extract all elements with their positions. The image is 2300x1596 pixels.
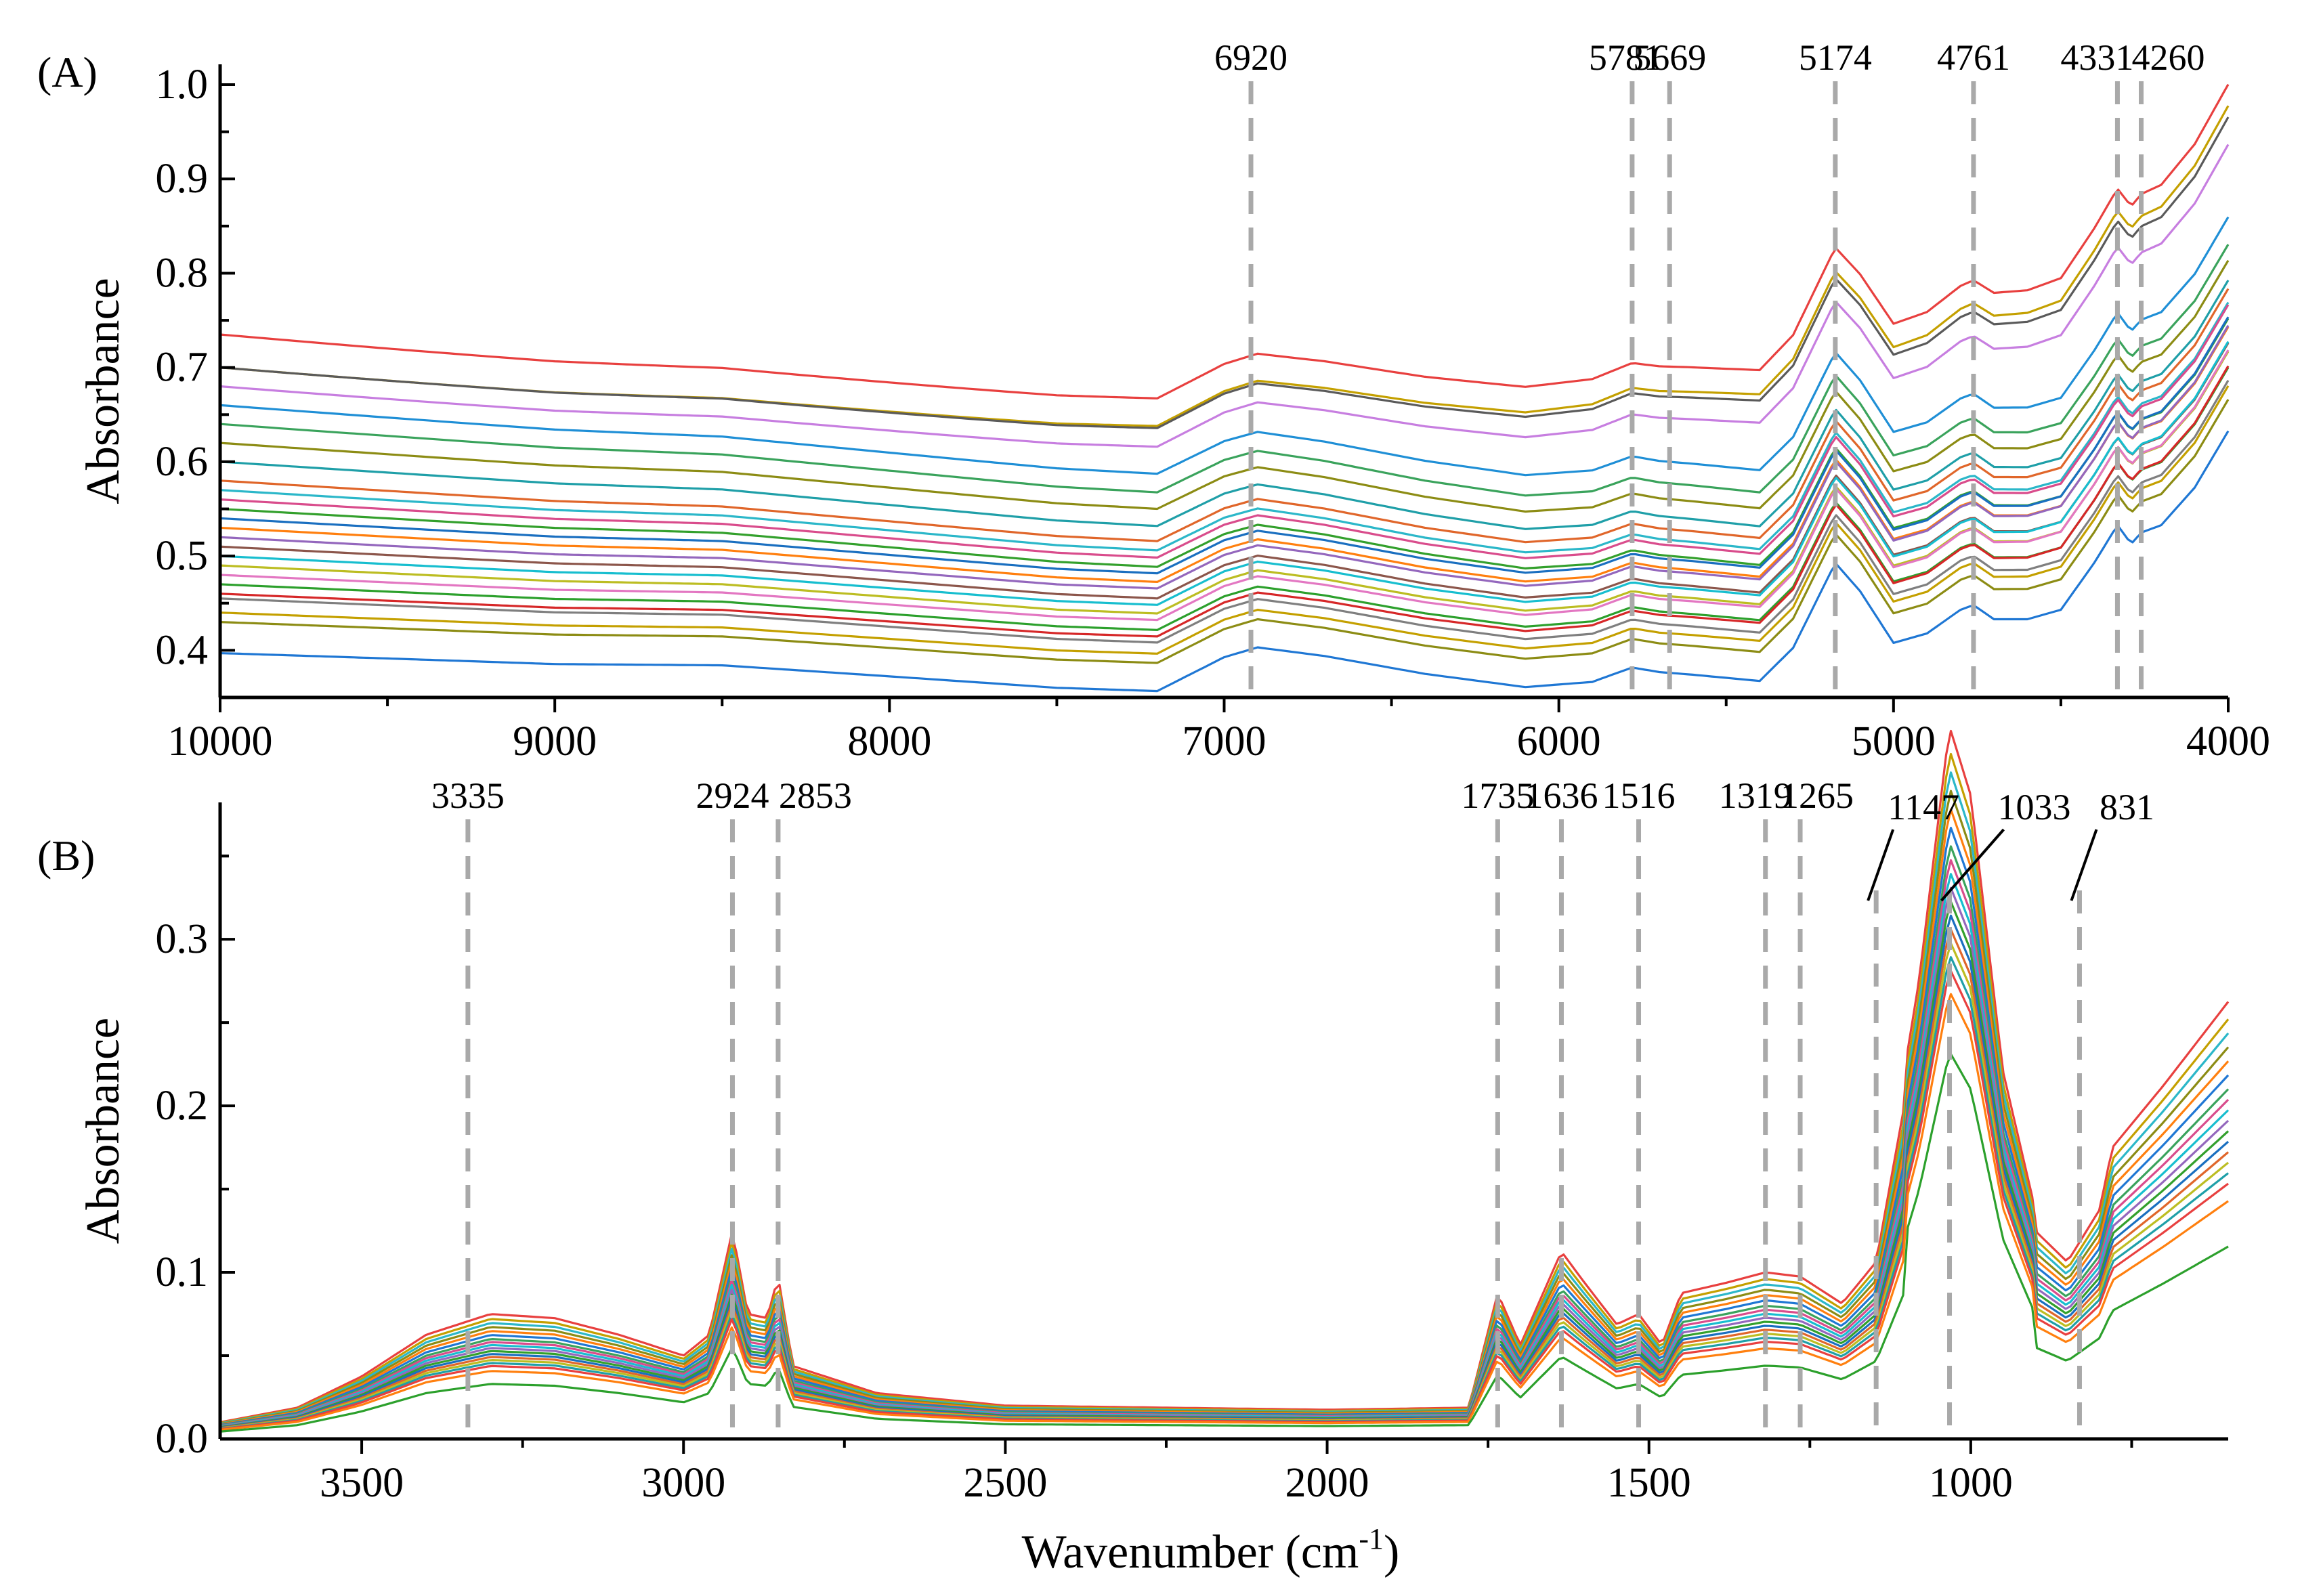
- spectrum-line-s5: [219, 808, 2230, 1426]
- y-tick-label: 0.7: [156, 345, 209, 391]
- y-tick-label: 0.2: [156, 1083, 209, 1129]
- band-label: 5669: [1633, 37, 1706, 78]
- spectrum-line-s24: [219, 399, 2230, 664]
- band-label: 4260: [2132, 37, 2205, 78]
- x-tick-label: 3500: [320, 1460, 404, 1506]
- spectrum-line-s8: [219, 280, 2230, 530]
- y-tick-label: 0.3: [156, 916, 209, 962]
- band-label: 6920: [1214, 37, 1287, 78]
- spectrum-line-s15: [219, 324, 2230, 590]
- band-label: 5174: [1799, 37, 1872, 78]
- x-tick-label: 5000: [1852, 718, 1936, 764]
- spectrum-line-s19: [219, 349, 2230, 622]
- y-tick-label: 0.9: [156, 156, 209, 202]
- x-tick-label: 10000: [168, 718, 273, 764]
- x-tick-label: 2000: [1285, 1460, 1369, 1506]
- spectra-series: [219, 83, 2230, 693]
- spectrum-line-s6: [219, 244, 2230, 497]
- spectrum-line-min: [219, 1053, 2229, 1433]
- spectrum-line-s13: [219, 316, 2230, 575]
- spectrum-line-s16: [219, 342, 2230, 600]
- band-label: 1033: [1998, 787, 2071, 827]
- x-tick-label: 3000: [641, 1460, 725, 1506]
- spectrum-line-s5: [219, 216, 2230, 477]
- panel-tag: (B): [37, 832, 95, 880]
- y-axis-label: Absorbance: [77, 1018, 129, 1244]
- x-tick-label: 9000: [513, 718, 597, 764]
- x-axis-label: Wavenumber (cm-1): [1022, 1522, 1400, 1578]
- y-tick-label: 0.1: [156, 1249, 209, 1295]
- spectrum-line-s17: [219, 341, 2230, 606]
- spectrum-line-max: [219, 729, 2230, 1423]
- spectrum-line-s10: [219, 301, 2230, 554]
- x-tick-label: 7000: [1183, 718, 1266, 764]
- x-tick-label: 1000: [1929, 1460, 2013, 1506]
- spectrum-line-s16: [219, 970, 2229, 1431]
- y-axis-label: Absorbance: [77, 278, 129, 504]
- x-tick-label: 8000: [847, 718, 931, 764]
- y-tick-label: 0.5: [156, 533, 209, 579]
- x-tick-label: 1500: [1607, 1460, 1691, 1506]
- x-tick-label: 4000: [2186, 718, 2270, 764]
- y-tick-label: 1.0: [156, 62, 209, 108]
- band-leader-line: [1867, 829, 1895, 901]
- spectrum-line-s2: [219, 105, 2230, 427]
- y-tick-label: 0.6: [156, 439, 209, 485]
- band-label: 1147: [1888, 787, 1959, 827]
- spectrum-line-s11: [219, 304, 2230, 559]
- spectrum-line-s21: [219, 365, 2230, 638]
- band-label: 4761: [1937, 37, 2010, 78]
- band-label: 1735: [1461, 775, 1534, 816]
- band-label: 831: [2100, 787, 2154, 827]
- x-tick-label: 6000: [1517, 718, 1601, 764]
- band-label: 1265: [1781, 775, 1854, 816]
- band-leader-line: [1940, 828, 2005, 902]
- spectrum-line-s9: [219, 288, 2230, 544]
- band-label: 1319: [1719, 775, 1792, 816]
- band-label: 2853: [779, 775, 852, 816]
- spectrum-line-s3: [219, 116, 2230, 429]
- spectrum-line-s23: [219, 385, 2230, 655]
- spectrum-line-s4: [219, 144, 2230, 448]
- spectrum-line-s17: [219, 993, 2229, 1431]
- band-label: 2924: [696, 775, 769, 816]
- y-tick-label: 0.4: [156, 627, 209, 673]
- y-tick-label: 0.8: [156, 250, 209, 296]
- band-leader-line: [2070, 829, 2098, 901]
- band-label: 5781: [1589, 37, 1662, 78]
- y-tick-label: 0.0: [156, 1416, 209, 1462]
- panel-tag: (A): [37, 48, 98, 96]
- band-label: 3335: [431, 775, 505, 816]
- spectrum-line-s22: [219, 379, 2230, 644]
- band-label: 4331: [2060, 37, 2133, 78]
- spectra-series: [219, 729, 2230, 1433]
- x-tick-label: 2500: [963, 1460, 1047, 1506]
- spectrum-line-s7: [219, 259, 2230, 513]
- spectrum-line-min: [219, 430, 2230, 693]
- band-label: 1516: [1602, 775, 1676, 816]
- spectrum-line-max: [219, 83, 2230, 400]
- band-label: 1636: [1525, 775, 1598, 816]
